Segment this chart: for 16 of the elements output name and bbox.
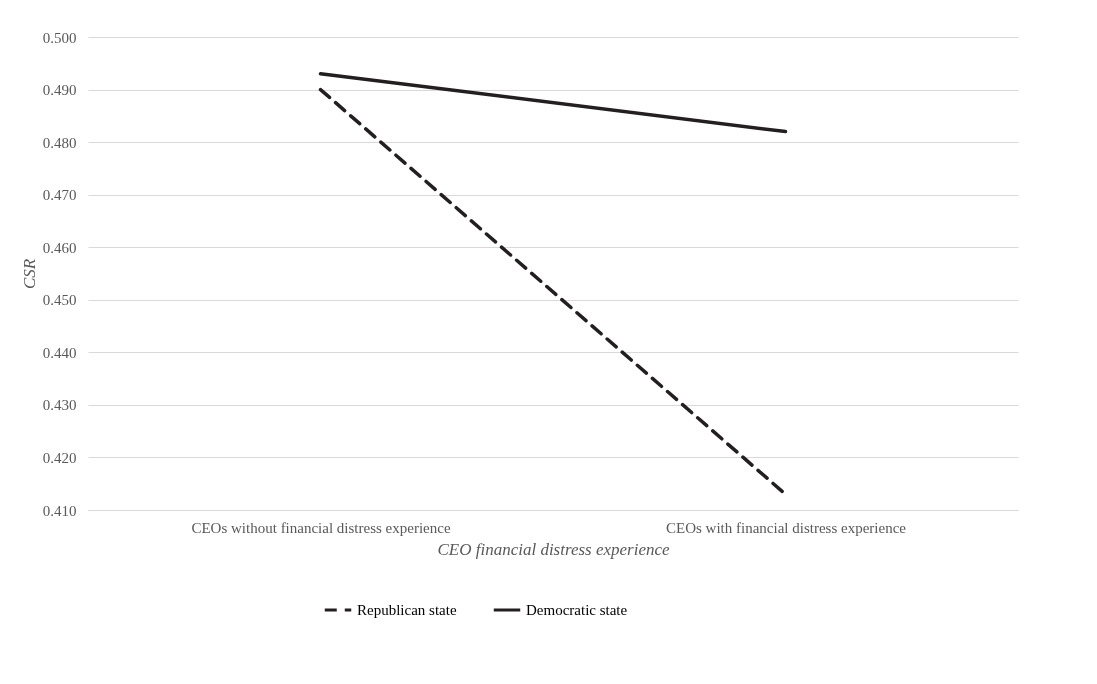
y-tick-label: 0.440 xyxy=(42,344,77,361)
y-tick-label: 0.410 xyxy=(42,502,77,519)
x-tick-label: CEOs with financial distress experience xyxy=(666,519,907,536)
y-tick-label: 0.450 xyxy=(42,292,77,309)
y-tick-label: 0.490 xyxy=(42,82,77,99)
y-tick-label: 0.420 xyxy=(42,449,77,466)
legend-label: Democratic state xyxy=(526,602,628,618)
y-tick-label: 0.470 xyxy=(42,187,77,204)
legend-label: Republican state xyxy=(357,602,457,618)
y-axis-title: CSR xyxy=(19,258,39,290)
x-axis-title: CEO financial distress experience xyxy=(437,539,671,559)
y-tick-label: 0.500 xyxy=(42,29,77,46)
x-tick-label: CEOs without financial distress experience xyxy=(191,519,451,536)
y-tick-label: 0.460 xyxy=(42,239,77,256)
y-tick-label: 0.480 xyxy=(42,134,77,151)
y-tick-label: 0.430 xyxy=(42,397,77,414)
